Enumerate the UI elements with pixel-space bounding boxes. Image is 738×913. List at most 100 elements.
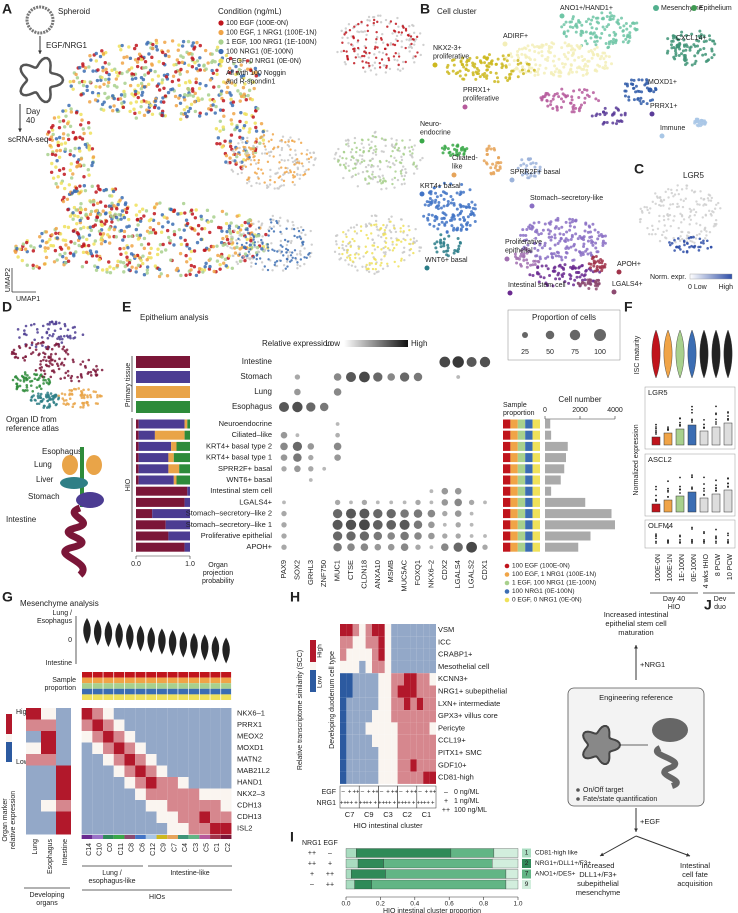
umap-cells bbox=[224, 160, 228, 164]
heat-cell bbox=[346, 636, 353, 649]
umap-cells bbox=[194, 66, 199, 71]
sample-segment bbox=[510, 441, 518, 451]
cluster-cells bbox=[568, 217, 572, 221]
umap-cells bbox=[247, 88, 252, 93]
umap-condition bbox=[310, 156, 313, 159]
cluster-cells bbox=[531, 273, 535, 277]
umap-cells bbox=[94, 250, 99, 254]
heat-cell bbox=[340, 624, 347, 637]
label: C7 bbox=[171, 843, 178, 852]
cluster-cells bbox=[538, 257, 542, 261]
heat-cell bbox=[156, 777, 168, 789]
cluster-cells bbox=[462, 148, 466, 152]
umap-background bbox=[659, 198, 663, 202]
umap-cells bbox=[145, 271, 149, 275]
umap-background bbox=[344, 27, 348, 30]
outlier bbox=[703, 487, 705, 490]
cluster-cells bbox=[442, 212, 446, 216]
umap-background bbox=[676, 202, 679, 206]
cluster-cells bbox=[447, 151, 451, 155]
umap-background bbox=[371, 157, 374, 161]
sample-segment bbox=[532, 542, 540, 552]
umap-cells bbox=[133, 254, 137, 259]
umap-cells bbox=[146, 110, 150, 114]
cluster-cells bbox=[577, 271, 581, 275]
cluster-cells bbox=[598, 36, 602, 40]
dot bbox=[281, 533, 287, 539]
outlier bbox=[655, 498, 657, 501]
cluster-cells bbox=[445, 230, 449, 234]
cluster-cells bbox=[677, 38, 681, 42]
cluster-cells bbox=[562, 233, 566, 237]
cluster-cells bbox=[501, 64, 505, 68]
umap-cells bbox=[107, 77, 111, 81]
umap-cells bbox=[110, 220, 114, 224]
umap-cells bbox=[212, 269, 216, 274]
organ-cells bbox=[68, 397, 72, 400]
umap-background bbox=[374, 130, 377, 134]
cluster-cells bbox=[452, 63, 456, 67]
dot bbox=[333, 542, 342, 552]
umap-cells bbox=[186, 86, 190, 91]
cluster-cells bbox=[696, 51, 700, 55]
heat-cell bbox=[135, 719, 146, 731]
organ-cells bbox=[82, 388, 85, 392]
umap-background bbox=[710, 196, 714, 200]
heat-cell bbox=[177, 777, 189, 789]
umap-condition bbox=[341, 41, 344, 44]
umap-cells bbox=[187, 246, 192, 251]
tissue-box bbox=[136, 401, 190, 413]
umap-cells bbox=[248, 224, 252, 228]
heat-cell bbox=[410, 636, 417, 649]
umap-condition bbox=[291, 256, 294, 259]
sample-segment bbox=[532, 441, 540, 451]
cluster-cells bbox=[702, 47, 706, 51]
umap-background bbox=[249, 256, 253, 260]
dot bbox=[400, 509, 409, 518]
umap-background bbox=[656, 227, 660, 230]
umap-cells bbox=[133, 111, 137, 116]
umap-background bbox=[667, 188, 670, 191]
cluster-cells bbox=[433, 242, 437, 246]
colorbar-high bbox=[310, 640, 316, 662]
umap-background bbox=[233, 229, 236, 232]
umap-condition bbox=[253, 148, 256, 151]
umap-background bbox=[254, 245, 257, 249]
umap-cells bbox=[194, 273, 199, 278]
umap-background bbox=[303, 262, 306, 266]
outlier bbox=[655, 488, 657, 491]
umap-condition bbox=[352, 35, 355, 38]
dot bbox=[399, 372, 410, 382]
cluster-cells bbox=[562, 272, 566, 276]
dot bbox=[333, 388, 342, 396]
outlier bbox=[727, 415, 729, 417]
heat-cell bbox=[26, 765, 41, 777]
umap-condition bbox=[282, 179, 286, 183]
umap-cells bbox=[179, 117, 183, 122]
cluster-strip bbox=[199, 835, 211, 839]
heat-cell bbox=[167, 777, 178, 789]
projection-segment bbox=[171, 441, 177, 451]
size-key bbox=[522, 332, 528, 338]
heat-cell bbox=[352, 673, 360, 686]
cluster-cells bbox=[562, 23, 566, 27]
cluster-cells bbox=[559, 105, 563, 109]
umap-cells bbox=[160, 113, 164, 118]
cluster-cells bbox=[504, 64, 508, 68]
cluster-cells bbox=[534, 230, 538, 234]
umap-cells bbox=[224, 153, 229, 158]
cluster-cells bbox=[552, 252, 556, 256]
umap-cells bbox=[145, 258, 149, 262]
umap-condition bbox=[370, 163, 373, 167]
umap-background bbox=[422, 43, 425, 47]
organ-cells bbox=[50, 369, 54, 373]
heat-cell bbox=[220, 811, 232, 823]
umap-cells bbox=[255, 245, 260, 250]
umap-background bbox=[286, 220, 290, 223]
umap-cells bbox=[230, 103, 235, 108]
organ-cells bbox=[45, 347, 49, 351]
cluster-cells bbox=[586, 64, 590, 68]
umap-cells bbox=[187, 52, 191, 56]
umap-cells bbox=[152, 206, 157, 210]
cluster-cells bbox=[525, 265, 529, 269]
